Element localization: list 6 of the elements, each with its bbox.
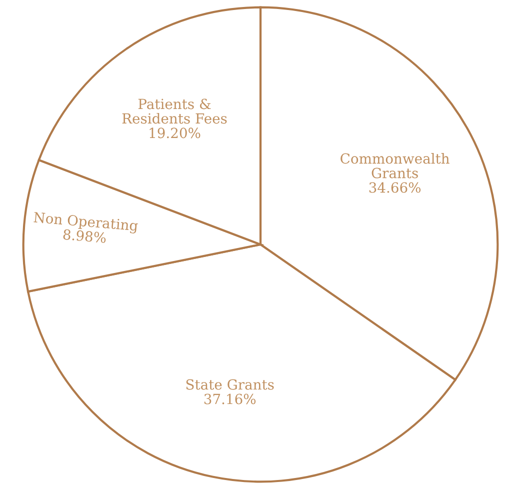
slice-label: State Grants [186,379,274,390]
data-label: 34.66% [369,182,421,193]
data-label: 19.20% [150,128,200,138]
slice-label: Commonwealth Grants [340,153,450,178]
slice-label: Patients & Residents Fees [122,98,227,124]
data-label: 37.16% [204,394,256,404]
